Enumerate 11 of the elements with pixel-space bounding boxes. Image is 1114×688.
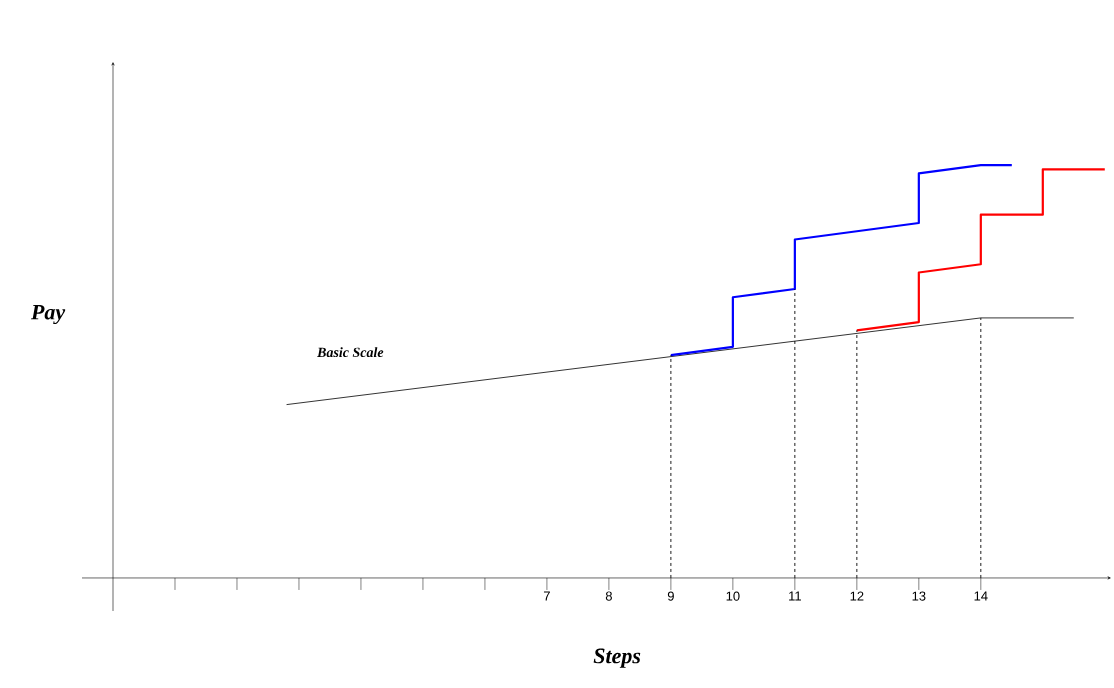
x-tick-label: 8 — [605, 591, 612, 601]
x-tick-label: 11 — [789, 591, 801, 601]
x-tick-label: 7 — [543, 591, 550, 601]
x-tick-label: 9 — [667, 591, 674, 601]
x-axis-title: Steps — [593, 648, 641, 668]
x-tick-label: 10 — [726, 591, 740, 601]
x-tick-label: 12 — [850, 591, 864, 601]
text: Basic Scale — [316, 347, 384, 358]
x-tick-label: 14 — [974, 591, 988, 601]
y-axis-title: Pay — [30, 304, 66, 325]
x-tick-label: 13 — [912, 591, 926, 601]
